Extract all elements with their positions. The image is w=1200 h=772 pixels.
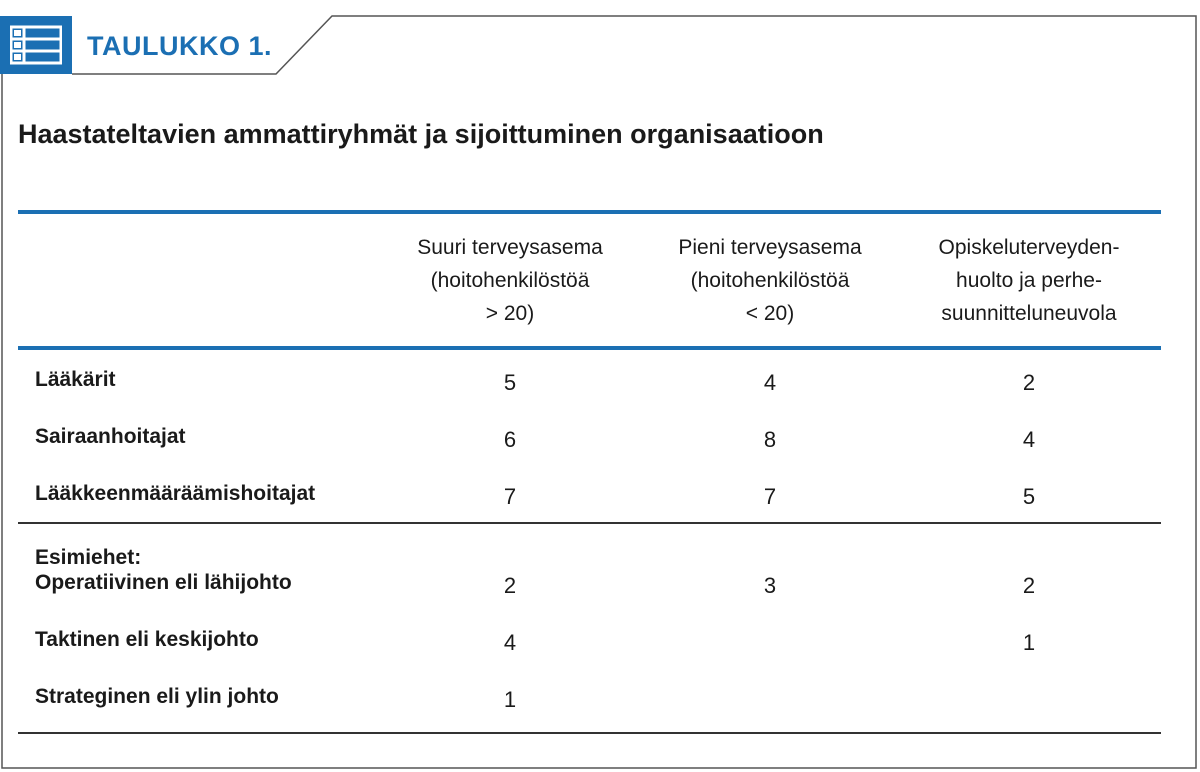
row-label: Strateginen eli ylin johto [35, 685, 279, 708]
table-row: Taktinen eli keskijohto 4 1 [18, 618, 1161, 675]
section-managers: Esimiehet: Operatiivinen eli lähijohto 2… [18, 524, 1161, 732]
table-row: Operatiivinen eli lähijohto 2 3 2 [18, 561, 1161, 618]
header-rule [18, 346, 1161, 350]
row-label: Operatiivinen eli lähijohto [35, 571, 292, 594]
cell-value: 1 [1022, 630, 1036, 655]
cell-value: 2 [1022, 370, 1036, 395]
row-label: Taktinen eli keskijohto [35, 628, 259, 651]
header-row: Suuri terveysasema (hoitohenkilöstöä > 2… [18, 214, 1161, 346]
data-table: Suuri terveysasema (hoitohenkilöstöä > 2… [18, 210, 1161, 734]
cell-value: 5 [1022, 484, 1036, 509]
section-professionals: Lääkärit 5 4 2 Sairaanhoitajat 6 8 4 Lää… [18, 350, 1161, 522]
cell-value: 4 [763, 370, 777, 395]
bottom-rule [18, 732, 1161, 734]
cell-value: 4 [503, 630, 517, 655]
row-label: Sairaanhoitajat [35, 425, 186, 448]
table-row: Sairaanhoitajat 6 8 4 [18, 415, 1161, 472]
cell-value: 2 [1022, 573, 1036, 598]
table-row: Lääkkeenmääräämishoitajat 7 7 5 [18, 472, 1161, 529]
column-header-small-station: Pieni terveysasema (hoitohenkilöstöä < 2… [678, 236, 862, 325]
table-number-label: TAULUKKO 1. [87, 31, 272, 61]
cell-value: 7 [763, 484, 777, 509]
section-divider [18, 522, 1161, 524]
column-header-large-station: Suuri terveysasema (hoitohenkilöstöä > 2… [417, 236, 603, 325]
row-label: Lääkärit [35, 368, 116, 391]
cell-value: 2 [503, 573, 517, 598]
table-row: Strateginen eli ylin johto 1 [18, 675, 1161, 732]
column-header-student-health: Opiskeluterveyden- huolto ja perhe- suun… [938, 236, 1120, 325]
table-list-icon [10, 25, 62, 65]
cell-value: 4 [1022, 427, 1036, 452]
table-list-icon-box [0, 16, 72, 74]
managers-group-label: Esimiehet: [35, 546, 142, 569]
top-rule [18, 210, 1161, 214]
cell-value: 5 [503, 370, 517, 395]
cell-value: 1 [503, 687, 517, 712]
cell-value: 7 [503, 484, 517, 509]
cell-value: 6 [503, 427, 517, 452]
cell-value: 3 [763, 573, 777, 598]
row-label: Lääkkeenmääräämishoitajat [35, 482, 316, 505]
table-row: Lääkärit 5 4 2 [18, 358, 1161, 415]
table-title: Haastateltavien ammattiryhmät ja sijoitt… [18, 119, 824, 149]
cell-value: 8 [763, 427, 777, 452]
